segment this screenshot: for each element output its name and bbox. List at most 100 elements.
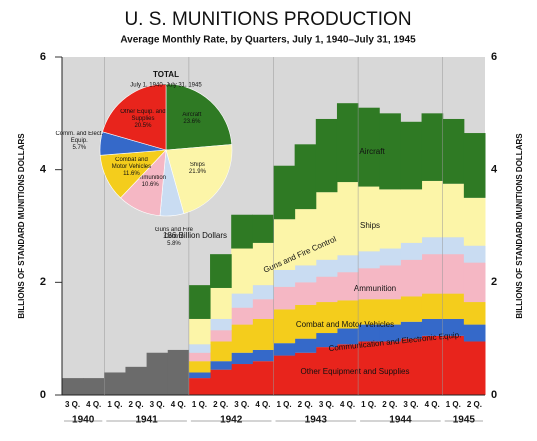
area-segment [252, 242, 274, 286]
area-segment [315, 333, 338, 348]
x-tick-label: 3 Q. [65, 400, 80, 409]
area-segment [336, 182, 359, 256]
area-segment [463, 245, 486, 263]
area-segment [379, 341, 401, 395]
area-segment [358, 341, 380, 395]
area-segment [315, 192, 338, 260]
pie-slice [165, 83, 233, 151]
y-tick-label: 2 [40, 276, 46, 288]
x-tick-label: 2 Q. [382, 400, 397, 409]
area-segment [358, 186, 380, 252]
area-segment [379, 324, 401, 342]
area-segment [273, 219, 296, 270]
pie-slice [102, 83, 167, 151]
area-segment [273, 165, 296, 220]
area-segment [62, 378, 84, 395]
area-segment [463, 197, 486, 246]
x-tick-label: 3 Q. [234, 400, 249, 409]
area-segment [231, 214, 253, 249]
y-tick-label: 0 [40, 389, 46, 401]
area-segment [379, 248, 401, 266]
area-segment [273, 343, 296, 356]
pie-value-label: 5.7% [72, 145, 87, 152]
area-segment [336, 344, 359, 395]
area-segment [83, 378, 105, 395]
pie-subtitle: July 1, 1940–July 31, 1945 [130, 83, 202, 89]
area-segment [421, 180, 444, 238]
area-segment [252, 349, 274, 362]
y-axis-label: BILLIONS OF STANDARD MUNITIONS DOLLARS [17, 133, 26, 319]
area-segment [146, 352, 169, 395]
area-segment [188, 361, 211, 373]
pie-value-label: 23.6% [183, 118, 201, 125]
area-segment [231, 324, 253, 353]
year-label: 1944 [389, 415, 412, 426]
y-tick-label-right: 2 [491, 276, 497, 288]
chart-subtitle: Average Monthly Rate, by Quarters, July … [120, 35, 416, 46]
area-segment [400, 259, 423, 297]
area-segment [167, 349, 190, 395]
pie-category-label: Comm. and Elect. Equip. [55, 131, 104, 145]
area-segment [231, 352, 253, 365]
area-segment [463, 133, 486, 198]
y-tick-label-right: 0 [491, 389, 497, 401]
area-segment [379, 265, 401, 300]
area-segment [358, 251, 380, 269]
series-label: Ships [360, 221, 380, 230]
x-tick-label: 4 Q. [86, 400, 101, 409]
area-segment [442, 183, 465, 238]
area-segment [294, 352, 317, 395]
pie-slice [165, 144, 233, 214]
x-tick-label: 4 Q. [255, 400, 270, 409]
x-tick-label: 3 Q. [150, 400, 165, 409]
pie-value-label: 5.8% [167, 240, 181, 247]
area-segment [210, 330, 232, 342]
area-segment [188, 318, 211, 345]
area-segment [231, 364, 253, 395]
series-label: Combat and Motor Vehicles [296, 320, 394, 329]
y-tick-label: 6 [40, 51, 46, 63]
year-label: 1943 [305, 415, 328, 426]
series-label: Ammunition [354, 284, 396, 293]
area-segment [231, 248, 253, 294]
area-segment [188, 352, 211, 362]
area-segment [188, 372, 211, 379]
area-segment [273, 269, 296, 287]
area-segment [463, 324, 486, 342]
area-segment [421, 293, 444, 319]
area-segment [210, 318, 232, 331]
area-segment [231, 293, 253, 308]
x-tick-label: 1 Q. [361, 400, 376, 409]
x-tick-label: 3 Q. [403, 400, 418, 409]
pie-category-label: Other Equip. and Supplies [120, 109, 166, 123]
pie-category-label: Guns and Fire Control [154, 226, 193, 240]
year-label: 1942 [220, 415, 243, 426]
area-segment [252, 318, 274, 350]
y-axis-label-right: BILLIONS OF STANDARD MUNITIONS DOLLARS [515, 133, 524, 319]
area-segment [358, 107, 380, 187]
area-segment [315, 259, 338, 277]
y-tick-label-right: 4 [491, 164, 498, 176]
area-segment [315, 347, 338, 395]
area-segment [210, 254, 232, 288]
area-segment [400, 321, 423, 339]
area-segment [379, 113, 401, 190]
y-tick-label-right: 6 [491, 51, 497, 63]
area-segment [379, 299, 401, 325]
area-segment [336, 272, 359, 301]
area-segment [294, 338, 317, 353]
area-segment [442, 318, 465, 336]
y-tick-label: 4 [40, 164, 47, 176]
area-segment [231, 307, 253, 325]
area-segment [400, 338, 423, 395]
series-label: Aircraft [359, 147, 385, 156]
x-tick-label: 4 Q. [171, 400, 186, 409]
area-segment [463, 262, 486, 303]
area-segment [442, 237, 465, 255]
x-tick-label: 2 Q. [213, 400, 228, 409]
